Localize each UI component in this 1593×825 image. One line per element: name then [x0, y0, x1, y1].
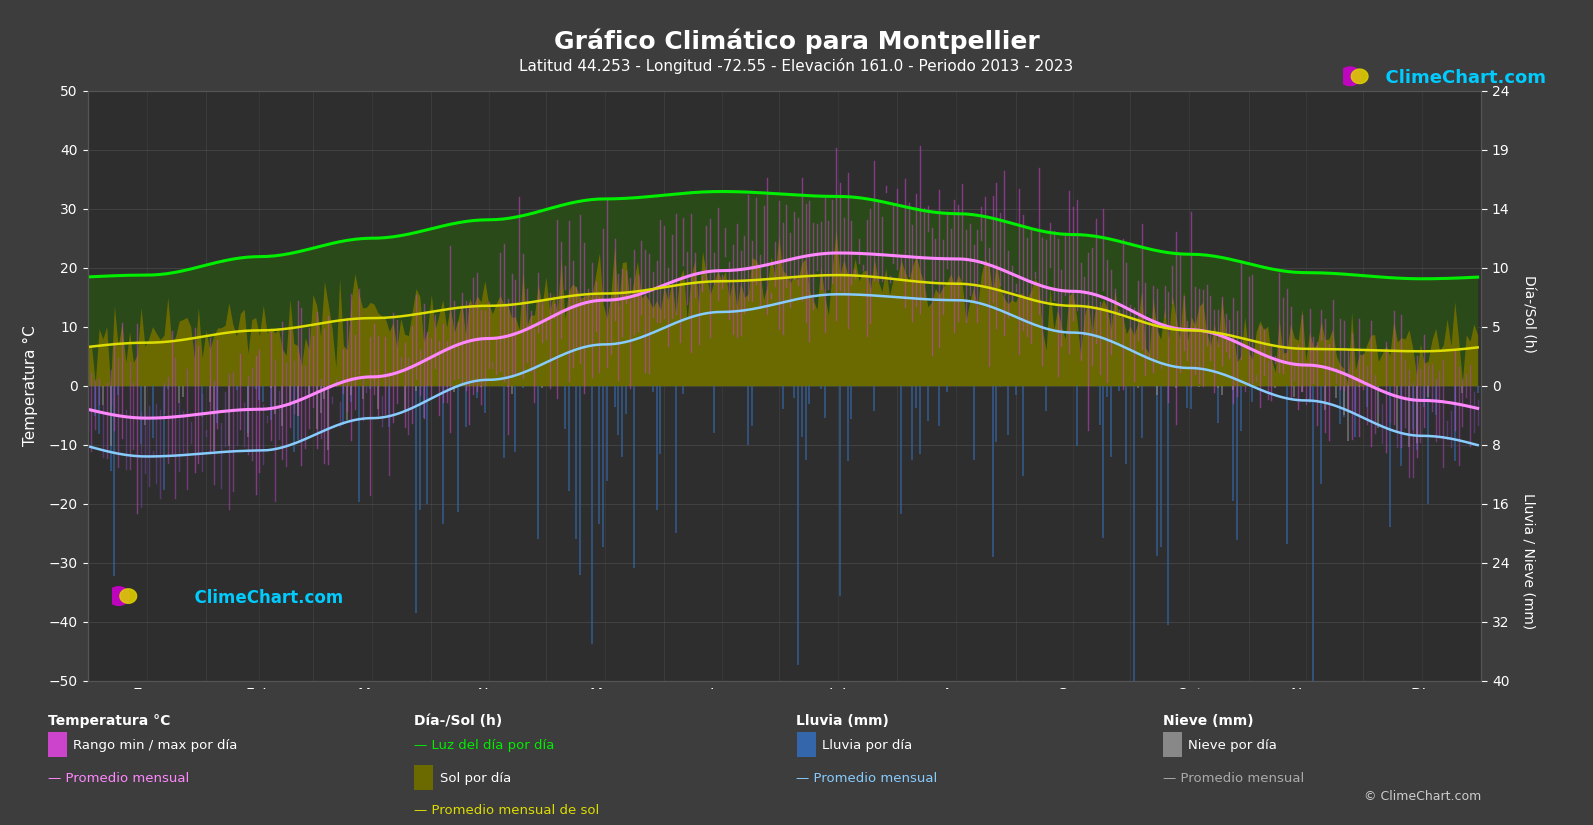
Text: — Luz del día por día: — Luz del día por día — [414, 739, 554, 752]
Text: Temperatura °C: Temperatura °C — [48, 714, 170, 728]
Polygon shape — [108, 587, 129, 606]
Polygon shape — [119, 589, 137, 603]
Text: Día-/Sol (h): Día-/Sol (h) — [414, 714, 502, 728]
Text: Nieve (mm): Nieve (mm) — [1163, 714, 1254, 728]
Text: — Promedio mensual: — Promedio mensual — [1163, 772, 1305, 785]
Text: ClimeChart.com: ClimeChart.com — [1373, 69, 1547, 87]
Text: Lluvia (mm): Lluvia (mm) — [796, 714, 889, 728]
Text: Latitud 44.253 - Longitud -72.55 - Elevación 161.0 - Periodo 2013 - 2023: Latitud 44.253 - Longitud -72.55 - Eleva… — [519, 58, 1074, 73]
Text: Nieve por día: Nieve por día — [1188, 739, 1278, 752]
Text: Lluvia por día: Lluvia por día — [822, 739, 913, 752]
Text: Sol por día: Sol por día — [440, 772, 511, 785]
Text: — Promedio mensual de sol: — Promedio mensual de sol — [414, 804, 599, 817]
Text: Día-/Sol (h): Día-/Sol (h) — [1521, 275, 1536, 352]
Polygon shape — [1351, 69, 1368, 83]
Polygon shape — [1340, 67, 1360, 86]
Text: Rango min / max por día: Rango min / max por día — [73, 739, 237, 752]
Text: Lluvia / Nieve (mm): Lluvia / Nieve (mm) — [1521, 493, 1536, 629]
Text: ClimeChart.com: ClimeChart.com — [183, 589, 344, 607]
Text: © ClimeChart.com: © ClimeChart.com — [1364, 790, 1481, 804]
Text: Gráfico Climático para Montpellier: Gráfico Climático para Montpellier — [554, 29, 1039, 54]
Y-axis label: Temperatura °C: Temperatura °C — [22, 325, 38, 446]
Text: — Promedio mensual: — Promedio mensual — [48, 772, 190, 785]
Text: — Promedio mensual: — Promedio mensual — [796, 772, 938, 785]
